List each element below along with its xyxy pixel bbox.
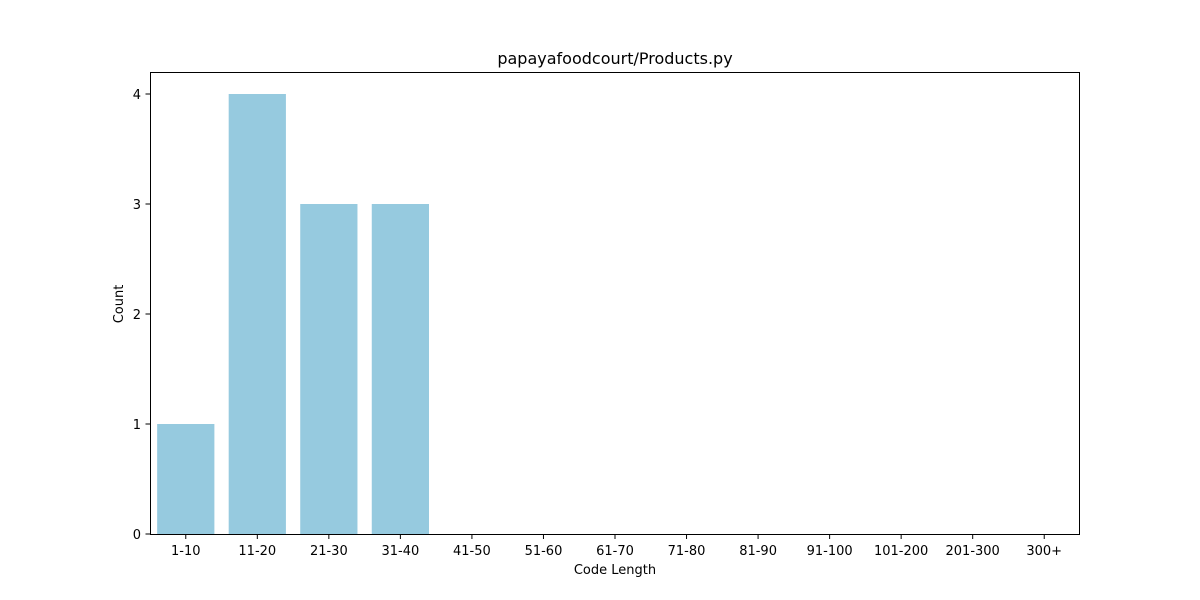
- x-tick-label: 41-50: [453, 544, 491, 559]
- bar-31-40: [371, 204, 429, 534]
- bars: [157, 94, 429, 534]
- bar-11-20: [228, 94, 286, 534]
- x-tick-label: 201-300: [946, 544, 1000, 559]
- y-tick-label: 0: [133, 528, 141, 543]
- bar-1-10: [157, 424, 215, 534]
- x-tick-label: 11-20: [238, 544, 276, 559]
- x-tick-label: 51-60: [525, 544, 563, 559]
- x-tick-label: 71-80: [668, 544, 706, 559]
- x-tick-label: 300+: [1026, 544, 1062, 559]
- y-axis-ticks: 0 1 2 3 4: [133, 88, 151, 543]
- x-tick-label: 31-40: [381, 544, 419, 559]
- x-tick-label: 81-90: [739, 544, 777, 559]
- bar-21-30: [300, 204, 358, 534]
- y-tick-label: 4: [133, 88, 141, 103]
- x-axis-ticks: 1-10 11-20 21-30 31-40 41-50 51-60 61-70 71-80 8…: [171, 534, 1062, 559]
- y-axis-label: Count: [112, 285, 127, 324]
- y-tick-label: 1: [133, 418, 141, 433]
- y-tick-label: 3: [133, 198, 141, 213]
- x-tick-label: 21-30: [310, 544, 348, 559]
- x-tick-label: 1-10: [171, 544, 201, 559]
- x-axis-label: Code Length: [574, 563, 656, 578]
- y-tick-label: 2: [133, 308, 141, 323]
- x-tick-label: 101-200: [874, 544, 928, 559]
- chart-title: papayafoodcourt/Products.py: [497, 49, 732, 68]
- x-tick-label: 91-100: [807, 544, 853, 559]
- x-tick-label: 61-70: [596, 544, 634, 559]
